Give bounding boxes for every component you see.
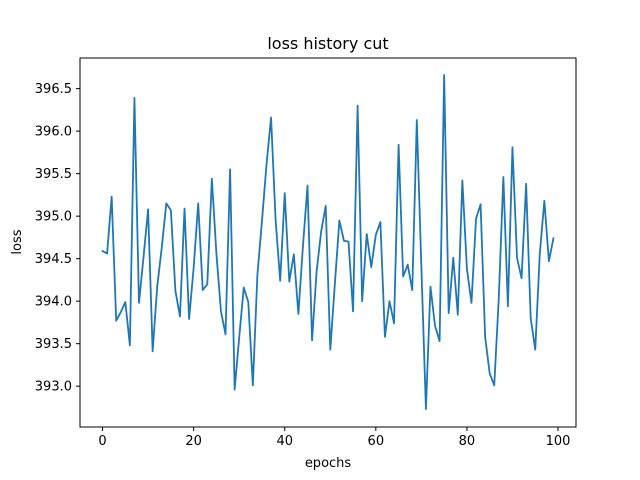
y-tick-label: 395.0 xyxy=(35,210,72,225)
y-tick-label: 396.5 xyxy=(35,82,72,97)
x-tick-label: 40 xyxy=(276,434,293,449)
x-tick-label: 60 xyxy=(368,434,385,449)
y-tick-label: 396.0 xyxy=(35,125,72,140)
x-tick-label: 20 xyxy=(185,434,202,449)
chart-title: loss history cut xyxy=(267,34,388,53)
y-tick-label: 393.0 xyxy=(35,380,72,395)
y-tick-label: 393.5 xyxy=(35,337,72,352)
y-tick-label: 394.0 xyxy=(35,295,72,310)
y-tick-label: 395.5 xyxy=(35,167,72,182)
x-tick-label: 0 xyxy=(98,434,106,449)
x-tick-label: 80 xyxy=(459,434,476,449)
y-axis-ticks: 393.0 393.5 394.0 394.5 395.0 395.5 396.0 396.5 xyxy=(35,82,80,395)
x-axis-ticks: 0 20 40 60 80 100 xyxy=(98,427,570,449)
y-tick-label: 394.5 xyxy=(35,252,72,267)
x-axis-label: epochs xyxy=(305,456,352,471)
series-layer xyxy=(101,74,555,411)
plot-frame xyxy=(79,57,577,428)
y-axis-label: loss xyxy=(10,229,25,254)
x-tick-label: 100 xyxy=(546,434,571,449)
series-line-0 xyxy=(101,74,555,411)
